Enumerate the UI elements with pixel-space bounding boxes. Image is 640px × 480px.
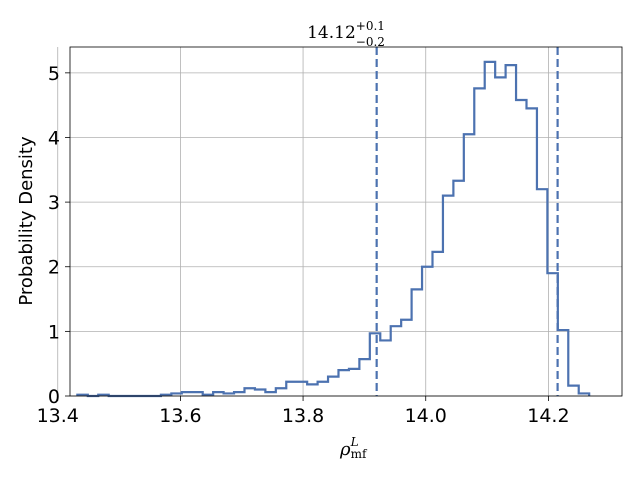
grid-lines: [57, 47, 622, 397]
y-tick-label: 2: [48, 257, 60, 279]
x-tick-label: 13.4: [37, 405, 79, 427]
x-tick-label: 14.2: [527, 405, 569, 427]
y-axis-label: Probability Density: [16, 136, 37, 306]
x-tick-label: 14.0: [405, 405, 447, 427]
x-tick-label: 13.8: [282, 405, 324, 427]
y-axis-ticks: 0 1 2 3 4 5: [48, 63, 70, 408]
chart-title: 14.12+0.1 −0.2: [307, 19, 385, 49]
y-tick-label: 5: [48, 63, 60, 85]
x-axis-label: ρL mf: [339, 435, 368, 461]
y-tick-label: 1: [48, 321, 60, 343]
y-tick-label: 0: [48, 386, 60, 408]
credible-interval-lines: [375, 47, 559, 396]
plot-frame: [69, 46, 623, 397]
y-tick-label: 4: [48, 127, 60, 149]
y-tick-label: 3: [48, 192, 60, 214]
x-axis-ticks: 13.4 13.6 13.8 14.0 14.2: [37, 396, 570, 427]
x-tick-label: 13.6: [159, 405, 201, 427]
histogram-series: [76, 60, 591, 398]
